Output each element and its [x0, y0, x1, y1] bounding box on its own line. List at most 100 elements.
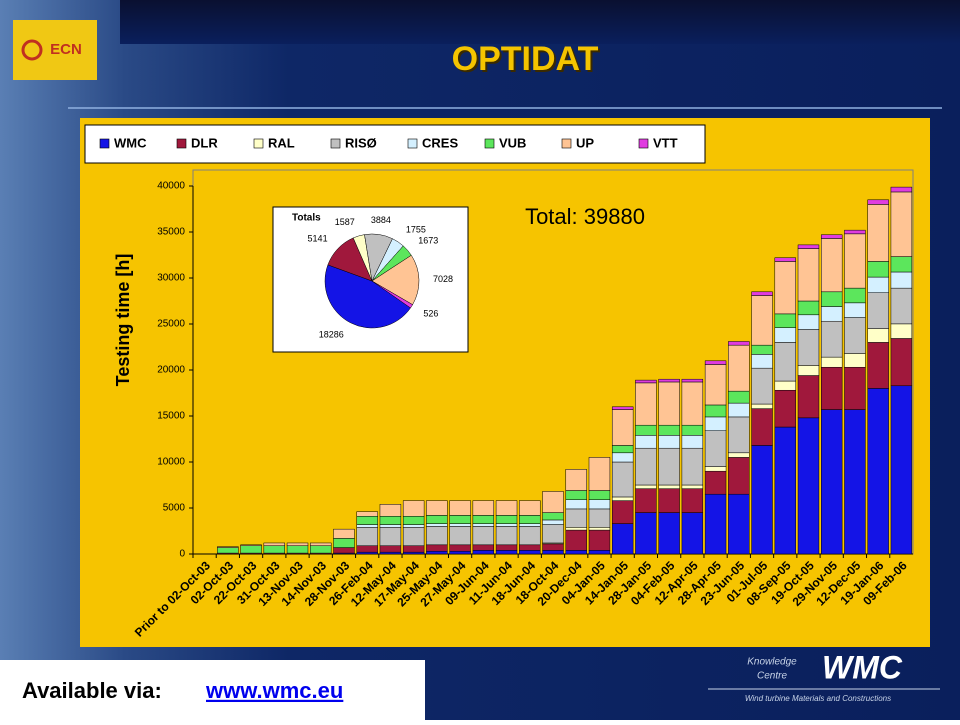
- bar-segment: [658, 381, 680, 426]
- bar-segment: [867, 328, 889, 343]
- bar-segment: [379, 551, 402, 555]
- legend-label: RISØ: [345, 135, 377, 150]
- bar-segment: [449, 550, 471, 555]
- bar-segment: [797, 300, 820, 316]
- bar-segment: [821, 320, 843, 358]
- bar-segment: [611, 409, 634, 446]
- bar-segment: [821, 409, 843, 555]
- bar-segment: [542, 512, 564, 521]
- bar-segment: [751, 295, 773, 346]
- bar-segment: [426, 550, 448, 555]
- bar-segment: [635, 447, 657, 486]
- bar-segment: [217, 546, 239, 548]
- bar-segment: [542, 524, 564, 544]
- bar-segment: [565, 529, 587, 551]
- bar-segment: [821, 238, 843, 293]
- bar-segment: [495, 526, 518, 546]
- bar-segment: [821, 234, 843, 239]
- bar-segment: [379, 524, 402, 528]
- y-tick-label: 35000: [157, 227, 185, 238]
- bar-segment: [681, 488, 704, 513]
- bar-segment: [890, 385, 913, 555]
- bar-segment: [426, 526, 448, 546]
- bar-segment: [821, 306, 843, 322]
- legend-box: [84, 124, 706, 164]
- bar-segment: [890, 287, 913, 325]
- pie-value-label: 1673: [418, 236, 438, 246]
- bar-segment: [217, 547, 239, 554]
- bar-segment: [704, 404, 727, 418]
- bar-segment: [449, 515, 471, 524]
- bar-segment: [821, 356, 843, 368]
- bar-segment: [565, 550, 587, 555]
- bar-segment: [844, 409, 866, 555]
- bar-segment: [565, 527, 587, 531]
- bar-segment: [774, 327, 796, 343]
- bar-segment: [704, 466, 727, 472]
- pie-value-label: 1587: [335, 217, 355, 227]
- bar-segment: [844, 287, 866, 304]
- bar-segment: [728, 344, 750, 392]
- bar-segment: [588, 550, 611, 555]
- bar-segment: [426, 500, 448, 516]
- bar-segment: [751, 291, 773, 296]
- bar-segment: [263, 545, 285, 554]
- bar-segment: [472, 550, 495, 555]
- bar-segment: [519, 550, 541, 555]
- bar-segment: [402, 551, 425, 555]
- bar-segment: [890, 186, 913, 193]
- bar-segment: [449, 500, 471, 516]
- bar-segment: [588, 527, 611, 531]
- bar-segment: [611, 452, 634, 463]
- bar-segment: [797, 248, 820, 302]
- total-annotation: Total: 39880: [525, 204, 645, 229]
- legend-label: DLR: [191, 135, 218, 150]
- bar-segment: [333, 547, 355, 554]
- footer-centre: Centre: [757, 671, 787, 682]
- bar-segment: [426, 523, 448, 527]
- bar-segment: [449, 526, 471, 546]
- bar-segment: [472, 544, 495, 551]
- bar-segment: [658, 512, 680, 555]
- bar-segment: [728, 416, 750, 454]
- bar-segment: [310, 542, 332, 546]
- legend-swatch: [484, 138, 495, 149]
- ecn-logo: [13, 20, 97, 80]
- bar-segment: [844, 353, 866, 368]
- bar-segment: [797, 417, 820, 555]
- legend-label: CRES: [422, 135, 458, 150]
- bar-segment: [728, 341, 750, 346]
- bar-segment: [402, 500, 425, 517]
- footer-brand: WMC: [822, 649, 903, 685]
- bar-segment: [704, 430, 727, 467]
- bar-segment: [821, 291, 843, 307]
- bar-segment: [426, 515, 448, 524]
- pie-value-label: 18286: [319, 329, 344, 339]
- bar-segment: [774, 389, 796, 428]
- bar-segment: [658, 424, 680, 436]
- y-tick-label: 25000: [157, 319, 185, 330]
- pie-value-label: 7028: [433, 274, 453, 284]
- bar-segment: [519, 544, 541, 551]
- bar-segment: [774, 342, 796, 382]
- footer-available: Available via:: [22, 678, 162, 703]
- bar-segment: [635, 379, 657, 384]
- y-axis-label: Testing time [h]: [113, 254, 133, 387]
- bar-segment: [797, 314, 820, 330]
- bar-segment: [890, 256, 913, 273]
- bar-segment: [867, 292, 889, 329]
- bar-segment: [356, 524, 378, 528]
- bar-segment: [356, 527, 378, 546]
- title: OPTIDAT: [452, 40, 599, 78]
- bar-segment: [751, 354, 773, 369]
- bar-segment: [635, 512, 657, 555]
- y-tick-label: 30000: [157, 273, 185, 284]
- bar-segment: [635, 484, 657, 489]
- bar-segment: [565, 469, 587, 491]
- bar-segment: [611, 445, 634, 454]
- bar-segment: [844, 302, 866, 318]
- pie-title: Totals: [292, 213, 321, 224]
- footer-link[interactable]: www.wmc.eu: [205, 678, 343, 703]
- pie-slice: [324, 264, 411, 329]
- bar-segment: [867, 276, 889, 293]
